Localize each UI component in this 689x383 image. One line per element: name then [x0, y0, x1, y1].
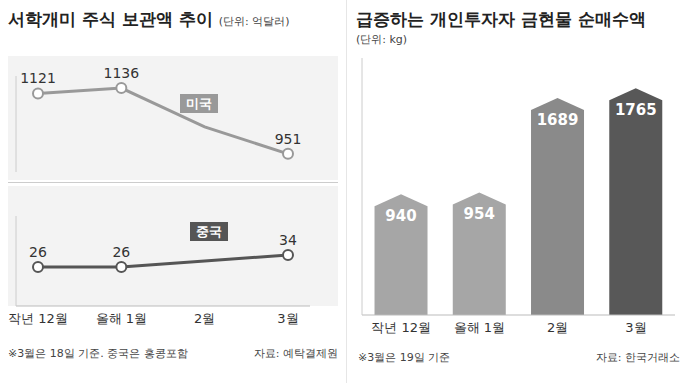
svg-text:올해 1월: 올해 1월	[96, 311, 147, 326]
html-text:※3월은 19일 기준: ※3월은 19일 기준	[358, 351, 451, 364]
svg-text:954: 954	[464, 205, 495, 223]
svg-text:34: 34	[279, 232, 297, 248]
svg-text:1765: 1765	[615, 101, 657, 119]
svg-text:작년 12월: 작년 12월	[371, 320, 431, 335]
html-text:서학개미 주식 보관액 추이 (단위: 억달러): 서학개미 주식 보관액 추이 (단위: 억달러)	[8, 9, 290, 29]
svg-text:2월: 2월	[194, 311, 215, 326]
html-text:자료: 한국거래소: 자료: 한국거래소	[595, 351, 680, 364]
svg-text:1121: 1121	[20, 70, 56, 86]
html-text:※3월은 18일 기준. 중국은 홍콩포함: ※3월은 18일 기준. 중국은 홍콩포함	[8, 347, 188, 360]
html-text:미국: 미국	[186, 96, 212, 111]
svg-text:26: 26	[112, 244, 130, 260]
html-text:자료: 예탁결제원: 자료: 예탁결제원	[253, 347, 338, 360]
svg-text:1136: 1136	[104, 65, 140, 81]
svg-text:1689: 1689	[537, 111, 579, 129]
svg-text:작년 12월: 작년 12월	[8, 311, 68, 326]
svg-text:3월: 3월	[625, 320, 646, 335]
svg-text:26: 26	[29, 244, 47, 260]
html-text:중국: 중국	[196, 224, 222, 239]
html-text:급증하는 개인투자자 금현물 순매수액: 급증하는 개인투자자 금현물 순매수액	[356, 9, 646, 29]
html-text:(단위: kg): (단위: kg)	[356, 33, 408, 46]
svg-text:2월: 2월	[547, 320, 568, 335]
svg-text:3월: 3월	[277, 311, 298, 326]
svg-text:951: 951	[275, 131, 302, 147]
svg-text:940: 940	[385, 207, 416, 225]
svg-text:올해 1월: 올해 1월	[454, 320, 505, 335]
